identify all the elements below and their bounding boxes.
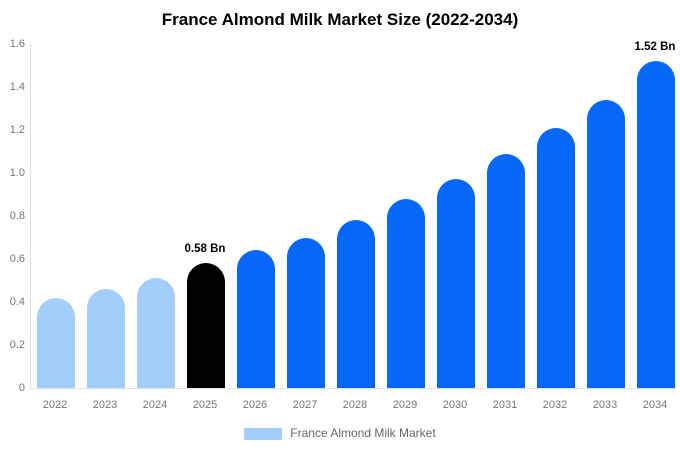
bar-2026[interactable]	[237, 250, 275, 388]
x-tick-label-2023: 2023	[92, 399, 118, 411]
plot-area	[30, 44, 676, 389]
bar-2028[interactable]	[337, 220, 375, 388]
legend-swatch	[244, 427, 283, 440]
y-tick-label-1.2: 1.2	[9, 124, 25, 136]
bar-2033[interactable]	[587, 99, 625, 388]
y-tick-label-0.4: 0.4	[9, 296, 25, 308]
y-tick-label-1.4: 1.4	[9, 81, 25, 93]
legend: France Almond Milk Market	[0, 426, 680, 441]
x-tick-label-2027: 2027	[292, 399, 318, 411]
y-tick-label-0.8: 0.8	[9, 210, 25, 222]
y-tick-label-1.0: 1.0	[9, 167, 25, 179]
bar-2032[interactable]	[537, 127, 575, 388]
x-tick-label-2024: 2024	[142, 399, 168, 411]
x-tick-label-2026: 2026	[242, 399, 268, 411]
chart-title: France Almond Milk Market Size (2022-203…	[161, 10, 519, 29]
bar-2025[interactable]	[187, 263, 225, 388]
bar-2023[interactable]	[87, 289, 125, 388]
x-tick-label-2028: 2028	[342, 399, 368, 411]
x-tick-label-2025: 2025	[192, 399, 218, 411]
bar-2030[interactable]	[437, 179, 475, 388]
x-tick-label-2029: 2029	[392, 399, 418, 411]
x-tick-label-2034: 2034	[642, 399, 668, 411]
bar-2031[interactable]	[487, 153, 525, 388]
x-tick-label-2033: 2033	[592, 399, 618, 411]
y-tick-label-0.6: 0.6	[9, 253, 25, 265]
bar-2027[interactable]	[287, 237, 325, 388]
bar-value-label-2034: 1.52 Bn	[634, 41, 676, 54]
x-tick-label-2030: 2030	[442, 399, 468, 411]
bar-2024[interactable]	[137, 278, 175, 388]
x-tick-label-2032: 2032	[542, 399, 568, 411]
x-tick-label-2031: 2031	[492, 399, 518, 411]
y-tick-label-0.2: 0.2	[9, 339, 25, 351]
y-tick-label-1.6: 1.6	[9, 38, 25, 50]
x-tick-label-2022: 2022	[42, 399, 68, 411]
bar-2034[interactable]	[637, 61, 675, 388]
bar-2029[interactable]	[387, 198, 425, 388]
bar-2022[interactable]	[37, 297, 75, 388]
y-tick-label-0: 0	[18, 382, 25, 394]
bar-value-label-2025: 0.58 Bn	[184, 243, 226, 256]
legend-label[interactable]: France Almond Milk Market	[290, 426, 436, 440]
